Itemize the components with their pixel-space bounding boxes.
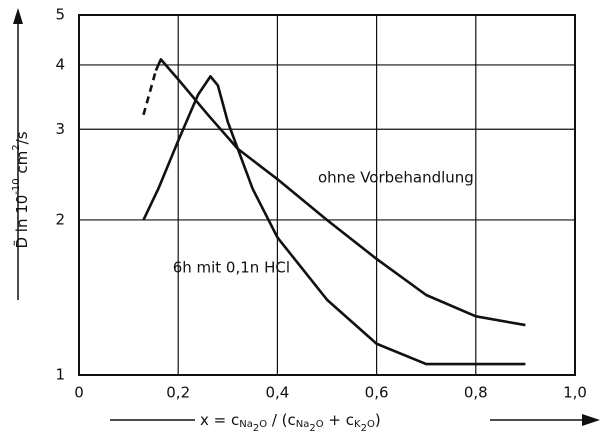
- line: [154, 58, 526, 327]
- y-axis-label-part: -10: [11, 178, 22, 194]
- x-axis-label-part: O: [316, 419, 324, 430]
- x-axis-label-part: 2: [253, 423, 259, 434]
- x-arrow-head: [582, 414, 600, 426]
- y-tick-label: 3: [55, 120, 65, 138]
- x-axis-label-part: O: [259, 419, 267, 430]
- x-axis-label-part: O: [367, 419, 375, 430]
- y-axis-label: D̃ in 10-10 cm2/s: [11, 131, 31, 248]
- line: [142, 70, 158, 116]
- x-axis-label: x = cNa2O / (cNa2O + cK2O): [200, 411, 381, 435]
- y-tick-label: 2: [55, 210, 65, 228]
- y-axis-label-part: /s: [13, 131, 31, 144]
- x-tick-label: 0,2: [166, 384, 190, 402]
- y-tick-label: 5: [55, 6, 65, 24]
- y-tick-label: 4: [55, 55, 65, 73]
- x-axis-label-part: K: [354, 419, 361, 430]
- x-axis-label-part: Na: [296, 419, 310, 430]
- y-axis-label-part: cm: [13, 151, 31, 179]
- x-axis-label-part: + c: [324, 411, 354, 429]
- series-label: ohne Vorbehandlung: [318, 169, 474, 187]
- x-tick-label: 0: [74, 384, 84, 402]
- x-tick-label: 0,8: [464, 384, 488, 402]
- x-tick-label: 1,0: [563, 384, 587, 402]
- x-axis-label-part: / (c: [267, 411, 296, 429]
- x-axis-label-part: Na: [239, 419, 253, 430]
- y-axis-label-part: 2: [11, 144, 22, 150]
- y-axis-label-part: D̃ in 10: [12, 195, 31, 249]
- x-axis-label-part: 2: [361, 423, 367, 434]
- y-tick-label: 1: [55, 366, 65, 384]
- series-label: 6h mit 0,1n HCl: [173, 259, 290, 277]
- line: [142, 75, 526, 366]
- x-axis-label-part: 2: [309, 423, 315, 434]
- x-tick-label: 0,4: [265, 384, 289, 402]
- x-axis-label-part: x = c: [200, 411, 239, 429]
- x-axis-label-part: ): [375, 411, 381, 429]
- y-arrow-head: [13, 8, 23, 24]
- x-tick-label: 0,6: [365, 384, 389, 402]
